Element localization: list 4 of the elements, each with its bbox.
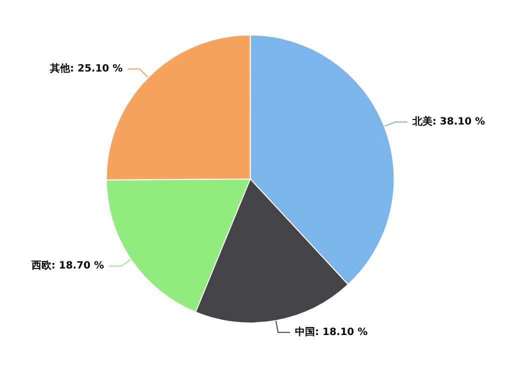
slice-label: 北美: 38.10 %: [411, 115, 486, 128]
slice-label: 其他: 25.10 %: [49, 62, 123, 75]
slice-label: 中国: 18.10 %: [295, 326, 368, 338]
slice-label: 西欧: 18.70 %: [30, 260, 104, 272]
